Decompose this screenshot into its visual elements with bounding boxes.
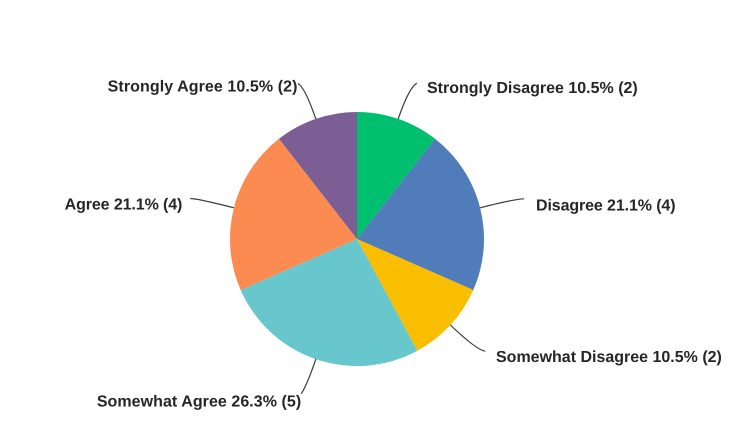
svg-text:Strongly Agree 10.5% (2): Strongly Agree 10.5% (2) xyxy=(108,79,298,96)
svg-text:Strongly Disagree 10.5% (2): Strongly Disagree 10.5% (2) xyxy=(427,80,638,97)
svg-text:Somewhat Agree 26.3% (5): Somewhat Agree 26.3% (5) xyxy=(97,394,301,411)
svg-text:Somewhat Disagree 10.5% (2): Somewhat Disagree 10.5% (2) xyxy=(496,349,722,366)
svg-text:Agree 21.1% (4): Agree 21.1% (4) xyxy=(65,197,183,214)
svg-text:Disagree 21.1% (4): Disagree 21.1% (4) xyxy=(536,198,675,215)
